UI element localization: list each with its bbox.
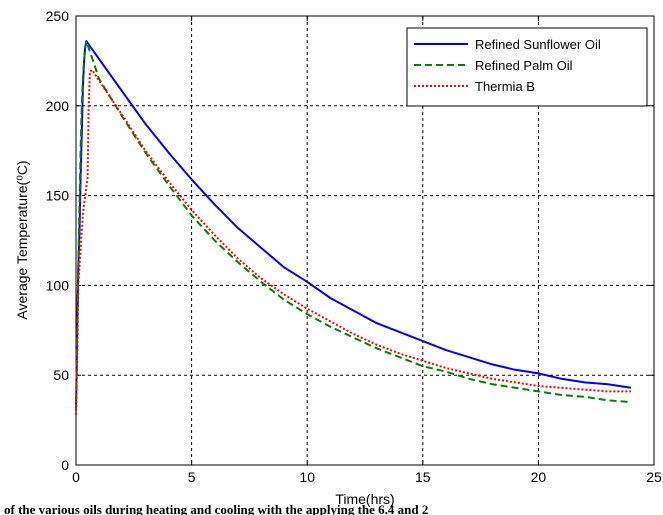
y-tick-label: 100 xyxy=(46,277,70,293)
x-tick-label: 25 xyxy=(646,469,662,485)
figure-caption: of the various oils during heating and c… xyxy=(4,502,428,515)
legend-label: Refined Sunflower Oil xyxy=(475,37,601,52)
legend-label: Thermia B xyxy=(475,79,535,94)
x-tick-label: 5 xyxy=(188,469,196,485)
x-tick-label: 20 xyxy=(531,469,547,485)
legend-label: Refined Palm Oil xyxy=(475,58,573,73)
y-tick-label: 50 xyxy=(53,367,69,383)
y-tick-label: 200 xyxy=(46,98,70,114)
series-line-thermia-b xyxy=(75,68,631,415)
y-tick-label: 150 xyxy=(46,188,70,204)
x-tick-label: 0 xyxy=(72,469,80,485)
x-axis-label: Time(hrs) xyxy=(335,491,394,507)
y-tick-label: 250 xyxy=(46,8,70,24)
legend: Refined Sunflower Oil Refined Palm Oil The… xyxy=(406,27,648,107)
plot-frame xyxy=(75,15,655,466)
series-line-refined-palm-oil xyxy=(75,40,631,412)
x-tick-label: 15 xyxy=(415,469,431,485)
y-axis-label: Average Temperature(⁰C) xyxy=(14,160,30,319)
series-lines xyxy=(75,40,632,415)
legend-box xyxy=(406,27,648,107)
x-tick-label: 10 xyxy=(299,469,315,485)
y-tick-label: 0 xyxy=(61,457,69,473)
